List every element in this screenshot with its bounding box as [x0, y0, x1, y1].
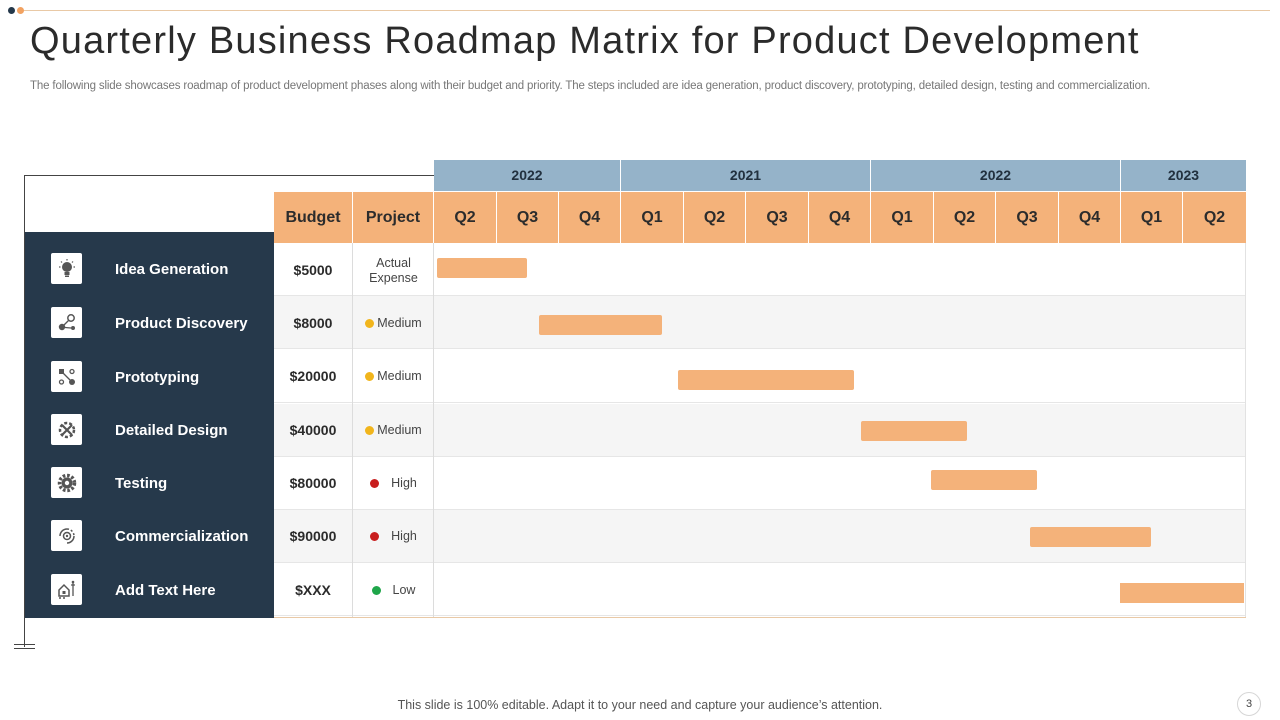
year-header: 2023 [1121, 160, 1246, 191]
project-cell: High [353, 457, 434, 510]
quarter-header: Q1 [621, 192, 684, 243]
quarter-header: Q4 [809, 192, 871, 243]
column-divider [433, 243, 434, 617]
priority-low-dot [371, 586, 381, 595]
quarter-header: Q2 [1183, 192, 1246, 243]
quarter-header: Q4 [559, 192, 621, 243]
house-ladder-icon [51, 574, 82, 605]
project-label: High [391, 476, 417, 490]
phase-commercialization: Commercialization [25, 510, 274, 563]
phase-name: Detailed Design [115, 422, 228, 439]
quarter-header: Q2 [934, 192, 996, 243]
timeline-bar [678, 370, 854, 390]
phase-idea-generation: Idea Generation [25, 243, 274, 296]
phase-prototyping: Prototyping [25, 351, 274, 404]
project-label: Low [392, 583, 416, 597]
project-label: Medium [377, 369, 422, 383]
phase-name: Add Text Here [115, 582, 216, 599]
budget-cell: $40000 [289, 422, 337, 438]
table-row [274, 457, 1246, 510]
budget-cell: $8000 [293, 315, 333, 331]
project-cell: Medium [353, 350, 434, 403]
budget-cell: $90000 [289, 528, 337, 544]
phase-name: Commercialization [115, 528, 249, 545]
decor-dot-dark [8, 7, 15, 14]
phase-name: Idea Generation [115, 261, 229, 278]
page-title: Quarterly Business Roadmap Matrix for Pr… [30, 20, 1140, 62]
budget-header: Budget [274, 192, 353, 243]
quarter-header: Q3 [746, 192, 809, 243]
budget-cell: $80000 [289, 475, 337, 491]
budget-cell: $20000 [289, 368, 337, 384]
workflow-icon [51, 361, 82, 392]
gear-icon [51, 467, 82, 498]
bracket-foot [14, 648, 35, 649]
phase-detailed-design: Detailed Design [25, 404, 274, 457]
table-row [274, 563, 1246, 616]
table-row [274, 296, 1246, 349]
bracket-line-top [24, 175, 435, 176]
network-icon [51, 307, 82, 338]
lightbulb-icon [51, 253, 82, 284]
timeline-bar [437, 258, 527, 278]
priority-high-dot [370, 479, 380, 488]
project-header: Project [353, 192, 434, 243]
table-border-right [1245, 243, 1246, 618]
year-header: 2021 [621, 160, 871, 191]
priority-high-dot [370, 532, 380, 541]
decor-dot-orange [17, 7, 24, 14]
priority-medium-dot [365, 426, 375, 435]
quarter-header: Q1 [1121, 192, 1183, 243]
priority-medium-dot [365, 372, 375, 381]
phase-name: Testing [115, 475, 168, 492]
quarter-header: Q3 [996, 192, 1059, 243]
priority-medium-dot [365, 319, 375, 328]
timeline-bar [1030, 527, 1151, 547]
project-cell: High [353, 510, 434, 563]
timeline-bar [539, 315, 662, 335]
tools-gear-icon [51, 414, 82, 445]
quarter-header: Q2 [684, 192, 746, 243]
year-header: 2022 [434, 160, 621, 191]
table-row [274, 243, 1246, 296]
project-cell: Low [353, 564, 434, 617]
project-label: High [391, 529, 417, 543]
project-label: Medium [377, 316, 422, 330]
table-row [274, 404, 1246, 457]
footer-note: This slide is 100% editable. Adapt it to… [397, 698, 883, 712]
year-header: 2022 [871, 160, 1121, 191]
project-cell: Medium [353, 404, 434, 457]
quarter-header: Q3 [497, 192, 559, 243]
quarter-header: Q1 [871, 192, 934, 243]
phase-name: Product Discovery [115, 315, 248, 332]
phase-add-text: Add Text Here [25, 564, 274, 617]
quarter-header: Q4 [1059, 192, 1121, 243]
page-subtitle: The following slide showcases roadmap of… [30, 80, 1151, 92]
table-border-bottom [274, 617, 1246, 618]
timeline-bar [861, 421, 967, 441]
project-cell: Actual Expense [353, 244, 434, 297]
quarter-header: Q2 [434, 192, 497, 243]
phase-product-discovery: Product Discovery [25, 297, 274, 350]
timeline-bar [1120, 583, 1244, 603]
page-number: 3 [1237, 692, 1261, 716]
phase-testing: Testing [25, 457, 274, 510]
top-rule [22, 10, 1270, 11]
budget-cell: $5000 [293, 262, 333, 278]
timeline-bar [931, 470, 1037, 490]
project-cell: Medium [353, 297, 434, 350]
project-label: Actual Expense [369, 255, 418, 285]
column-divider [352, 243, 353, 617]
phase-name: Prototyping [115, 369, 200, 386]
budget-cell: $XXX [295, 582, 331, 598]
project-label: Medium [377, 423, 422, 437]
bracket-line-left [24, 175, 25, 647]
target-cycle-icon [51, 520, 82, 551]
bracket-foot [14, 644, 35, 645]
